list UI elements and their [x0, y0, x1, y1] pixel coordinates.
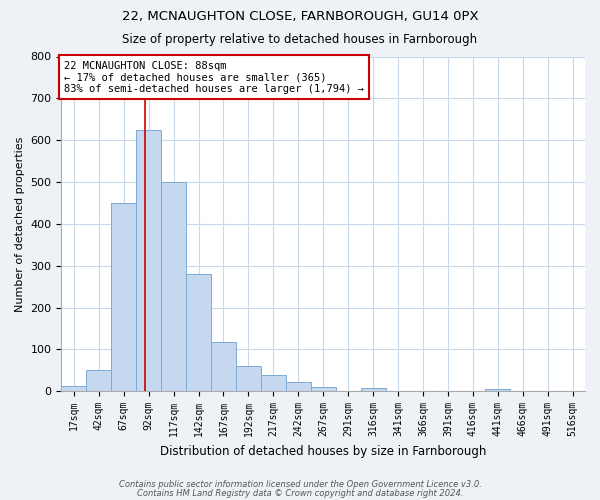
Bar — [86, 370, 111, 391]
Y-axis label: Number of detached properties: Number of detached properties — [15, 136, 25, 312]
Bar — [361, 388, 386, 391]
Bar — [286, 382, 311, 391]
Text: Contains public sector information licensed under the Open Government Licence v3: Contains public sector information licen… — [119, 480, 481, 489]
Bar — [136, 130, 161, 391]
Text: 22, MCNAUGHTON CLOSE, FARNBOROUGH, GU14 0PX: 22, MCNAUGHTON CLOSE, FARNBOROUGH, GU14 … — [122, 10, 478, 23]
Text: Contains HM Land Registry data © Crown copyright and database right 2024.: Contains HM Land Registry data © Crown c… — [137, 488, 463, 498]
Bar — [485, 389, 510, 391]
Bar — [111, 203, 136, 391]
Bar — [311, 387, 335, 391]
Bar — [261, 376, 286, 391]
Bar — [236, 366, 261, 391]
Bar — [211, 342, 236, 391]
Bar — [186, 274, 211, 391]
Bar — [161, 182, 186, 391]
Text: 22 MCNAUGHTON CLOSE: 88sqm
← 17% of detached houses are smaller (365)
83% of sem: 22 MCNAUGHTON CLOSE: 88sqm ← 17% of deta… — [64, 60, 364, 94]
X-axis label: Distribution of detached houses by size in Farnborough: Distribution of detached houses by size … — [160, 444, 487, 458]
Text: Size of property relative to detached houses in Farnborough: Size of property relative to detached ho… — [122, 32, 478, 46]
Bar — [61, 386, 86, 391]
